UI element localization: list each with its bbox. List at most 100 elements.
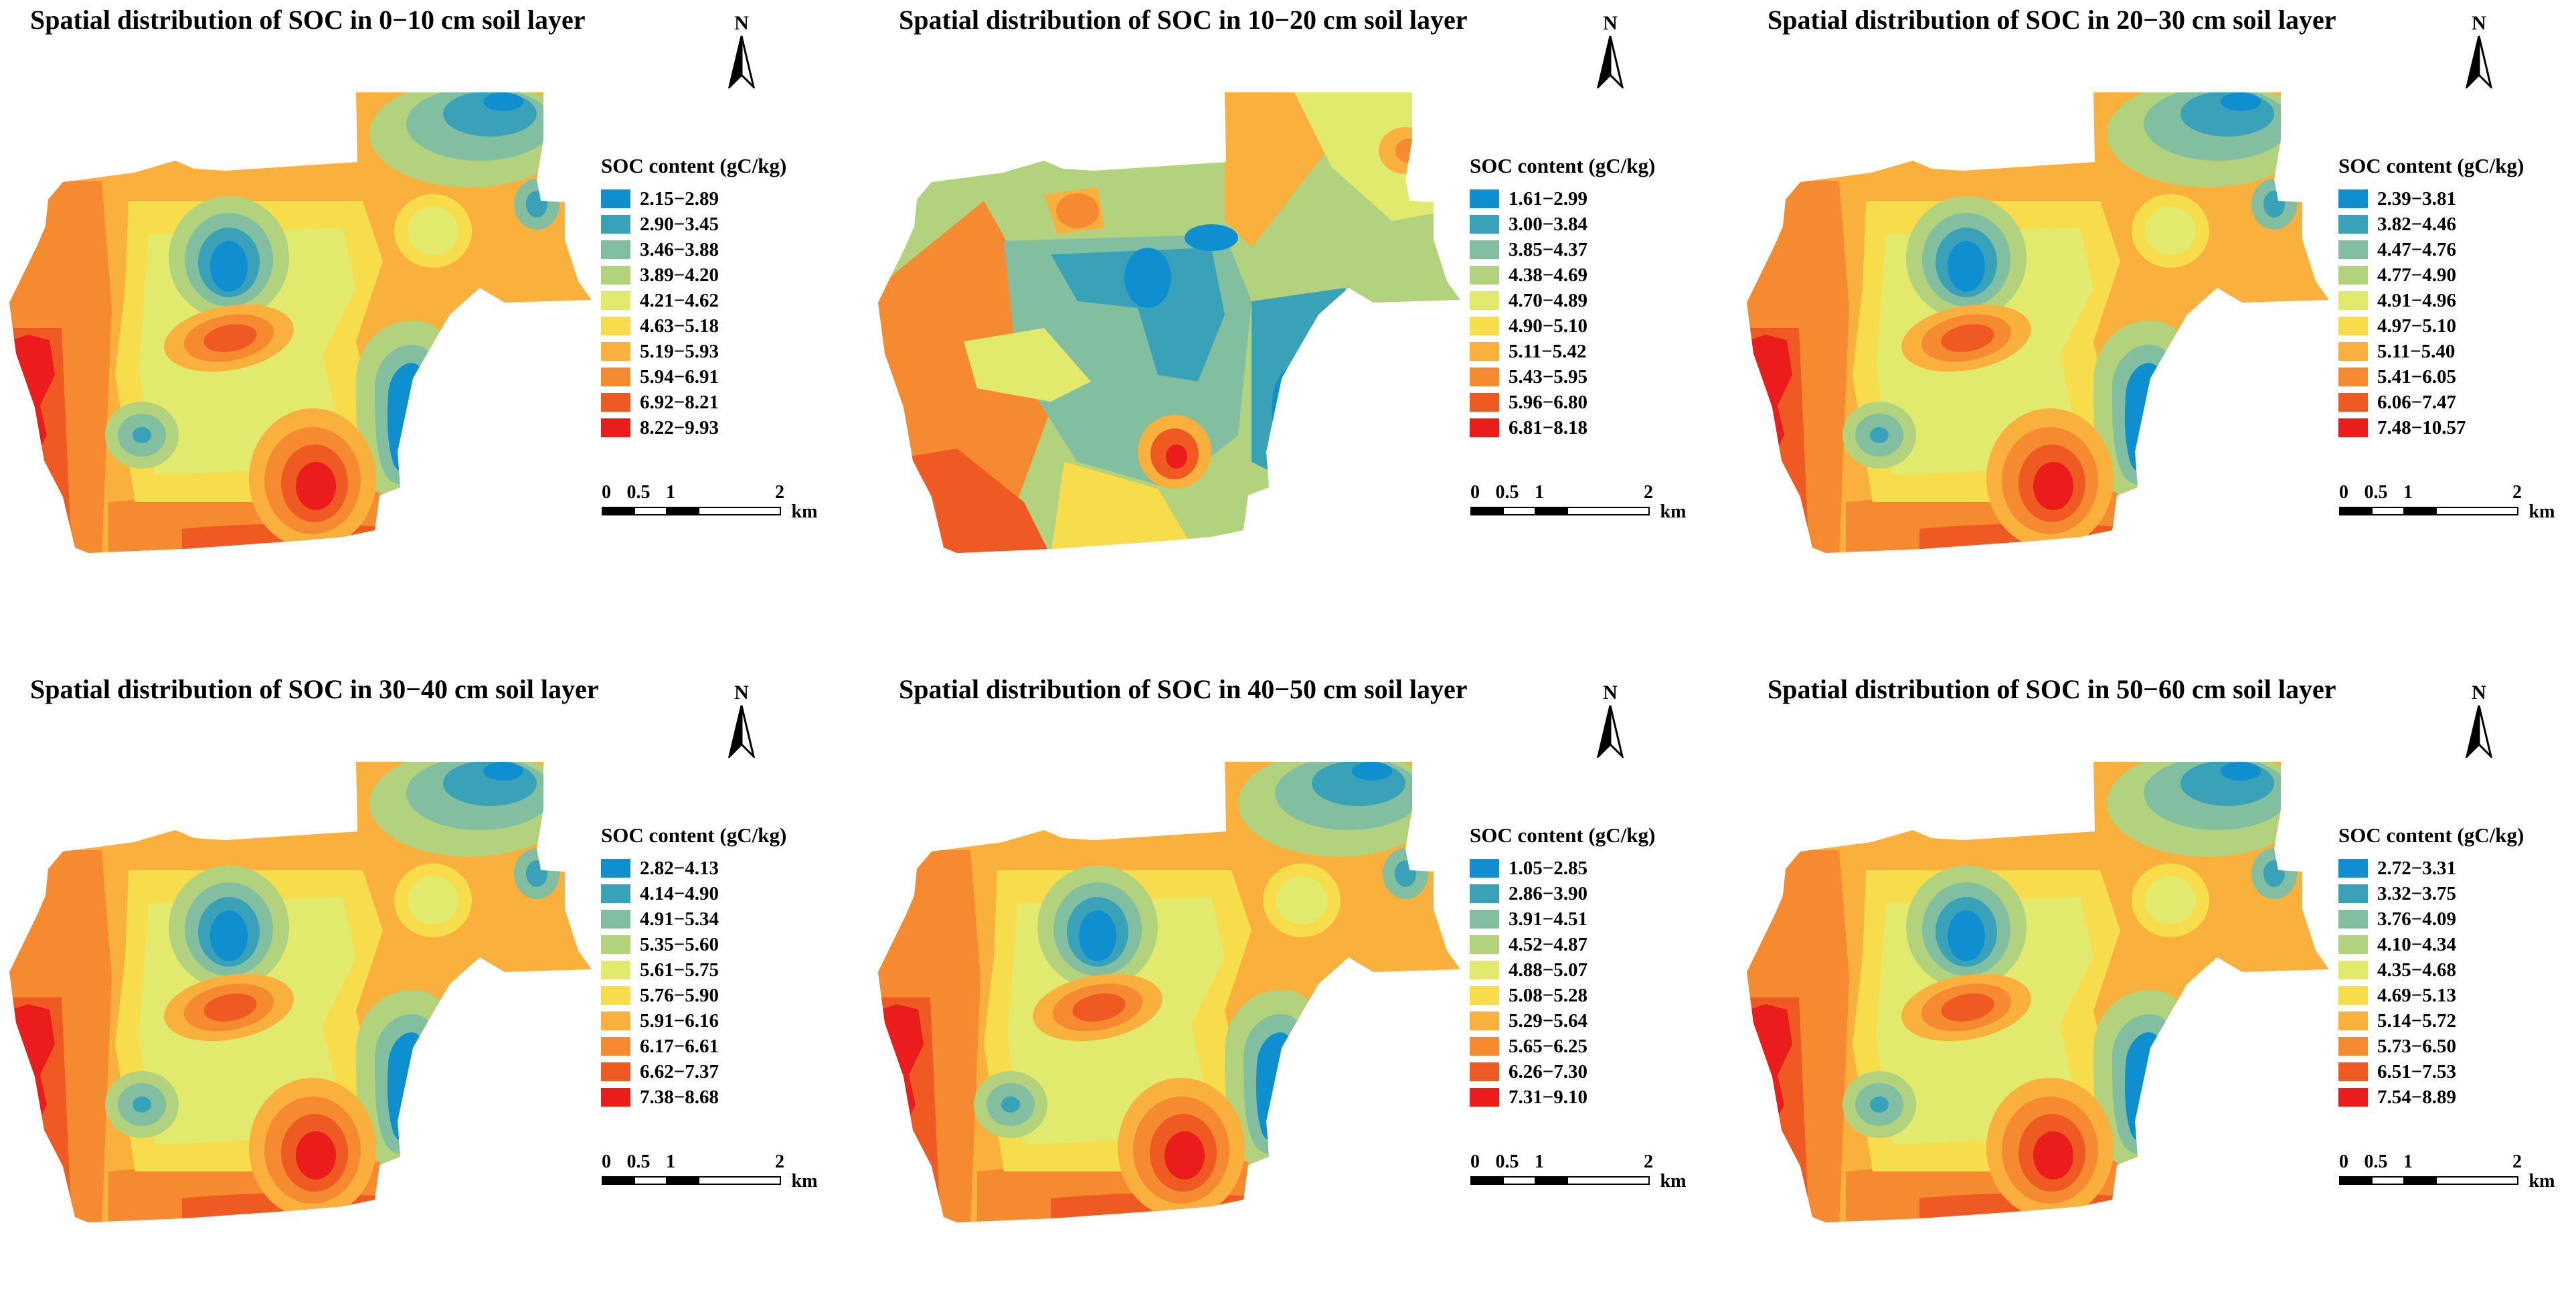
legend-swatch [2338,859,2368,878]
scale-tick-label: 0.5 [1496,1151,1519,1172]
legend-item: 3.89−4.20 [601,262,786,288]
legend-swatch [1470,291,1499,310]
legend-swatch [1470,1062,1499,1081]
scale-tick-label: 1 [2403,482,2413,503]
map-panel-0-10cm: Spatial distribution of SOC in 0−10 cm s… [0,0,863,623]
legend-swatch [2338,317,2368,335]
legend-label: 5.91−6.16 [640,1010,719,1032]
legend: SOC content (gC/kg) 1.61−2.99 3.00−3.84 … [1470,154,1655,440]
legend-label: 4.70−4.89 [1509,289,1588,311]
legend-item: 3.91−4.51 [1470,906,1655,932]
legend-label: 4.14−4.90 [640,882,719,904]
legend-item: 4.88−5.07 [1470,957,1655,983]
legend-item: 6.26−7.30 [1470,1059,1655,1084]
legend-label: 5.96−6.80 [1509,391,1588,413]
north-arrow-icon [2465,705,2493,760]
north-arrow: N [721,12,762,92]
scale-unit: km [1660,501,1687,522]
legend-label: 2.90−3.45 [640,213,719,235]
legend-label: 4.91−4.96 [2377,289,2457,311]
scale-tick-label: 0 [2339,1151,2348,1172]
scale-tick-label: 2 [775,482,784,503]
legend-label: 4.77−4.90 [2377,264,2457,286]
legend-label: 4.35−4.68 [2377,959,2457,981]
legend-item: 5.35−5.60 [601,932,786,957]
legend-label: 2.72−3.31 [2377,857,2457,879]
north-arrow: N [2459,12,2499,92]
legend-item: 4.90−5.10 [1470,313,1655,339]
map-panel-10-20cm: Spatial distribution of SOC in 10−20 cm … [869,0,1732,623]
legend-swatch [601,1037,630,1056]
scale-tick-label: 1 [1535,482,1544,503]
legend-title: SOC content (gC/kg) [2338,823,2524,847]
legend-label: 4.52−4.87 [1509,933,1588,955]
legend-item: 6.17−6.61 [601,1034,786,1059]
scale-tick-label: 0 [602,1151,611,1172]
north-arrow: N [2459,681,2499,761]
scale-tick-label: 2 [1644,1151,1653,1172]
legend-item: 1.05−2.85 [1470,856,1655,881]
legend-label: 4.47−4.76 [2377,238,2457,260]
legend: SOC content (gC/kg) 2.72−3.31 3.32−3.75 … [2338,823,2524,1110]
legend-swatch [1470,393,1499,412]
legend-item: 5.08−5.28 [1470,983,1655,1008]
scale-tick-label: 2 [775,1151,784,1172]
legend-item: 4.77−4.90 [2338,262,2524,288]
legend-swatch [1470,859,1499,878]
legend-label: 3.46−3.88 [640,238,719,260]
legend-swatch [601,291,630,310]
scale-tick-label: 0.5 [627,482,651,503]
legend-item: 4.70−4.89 [1470,288,1655,313]
legend-swatch [1470,342,1499,361]
north-label: N [734,681,749,704]
legend-item: 8.22−9.93 [601,415,786,440]
legend-label: 5.73−6.50 [2377,1035,2457,1057]
legend-swatch [601,368,630,386]
map-panel-50-60cm: Spatial distribution of SOC in 50−60 cm … [1737,669,2576,1292]
legend-swatch [2338,368,2368,386]
legend-swatch [601,1062,630,1081]
legend-item: 5.14−5.72 [2338,1008,2524,1034]
legend-swatch [1470,418,1499,437]
scale-tick-label: 1 [1535,1151,1544,1172]
scale-tick-label: 1 [666,1151,675,1172]
legend-label: 5.19−5.93 [640,340,719,362]
map-panel-40-50cm: Spatial distribution of SOC in 40−50 cm … [869,669,1732,1292]
legend-swatch [2338,884,2368,903]
legend-label: 7.31−9.10 [1509,1086,1588,1108]
north-arrow-icon [1596,705,1624,760]
legend-item: 4.21−4.62 [601,288,786,313]
legend-item: 3.82−4.46 [2338,212,2524,237]
legend-label: 3.82−4.46 [2377,213,2457,235]
legend-swatch [1470,368,1499,386]
legend-item: 7.54−8.89 [2338,1084,2524,1110]
legend-item: 5.61−5.75 [601,957,786,983]
legend-item: 5.94−6.91 [601,364,786,390]
scale-bar: 0 0.5 1 2 km [2339,482,2555,522]
legend: SOC content (gC/kg) 2.15−2.89 2.90−3.45 … [601,154,786,440]
legend-item: 5.41−6.05 [2338,364,2524,390]
legend-item: 2.39−3.81 [2338,186,2524,212]
legend-item: 6.51−7.53 [2338,1059,2524,1084]
legend-swatch [601,342,630,361]
legend-item: 5.76−5.90 [601,983,786,1008]
legend-swatch [2338,986,2368,1005]
legend-label: 5.14−5.72 [2377,1010,2457,1032]
scale-tick-label: 0 [2339,482,2348,503]
legend-label: 2.82−4.13 [640,857,719,879]
legend-item: 2.72−3.31 [2338,856,2524,881]
legend-item: 4.38−4.69 [1470,262,1655,288]
legend-swatch [2338,1037,2368,1056]
legend-swatch [601,393,630,412]
scale-tick-label: 2 [1644,482,1653,503]
panel-title: Spatial distribution of SOC in 10−20 cm … [899,5,1468,35]
legend-label: 3.85−4.37 [1509,238,1588,260]
legend-swatch [601,986,630,1005]
scale-bar: 0 0.5 1 2 km [1470,1151,1686,1192]
legend-title: SOC content (gC/kg) [601,154,787,177]
soc-map-0-10cm [9,92,592,553]
legend-label: 7.38−8.68 [640,1086,719,1108]
legend-swatch [2338,215,2368,234]
legend-item: 4.35−4.68 [2338,957,2524,983]
legend-swatch [2338,291,2368,310]
